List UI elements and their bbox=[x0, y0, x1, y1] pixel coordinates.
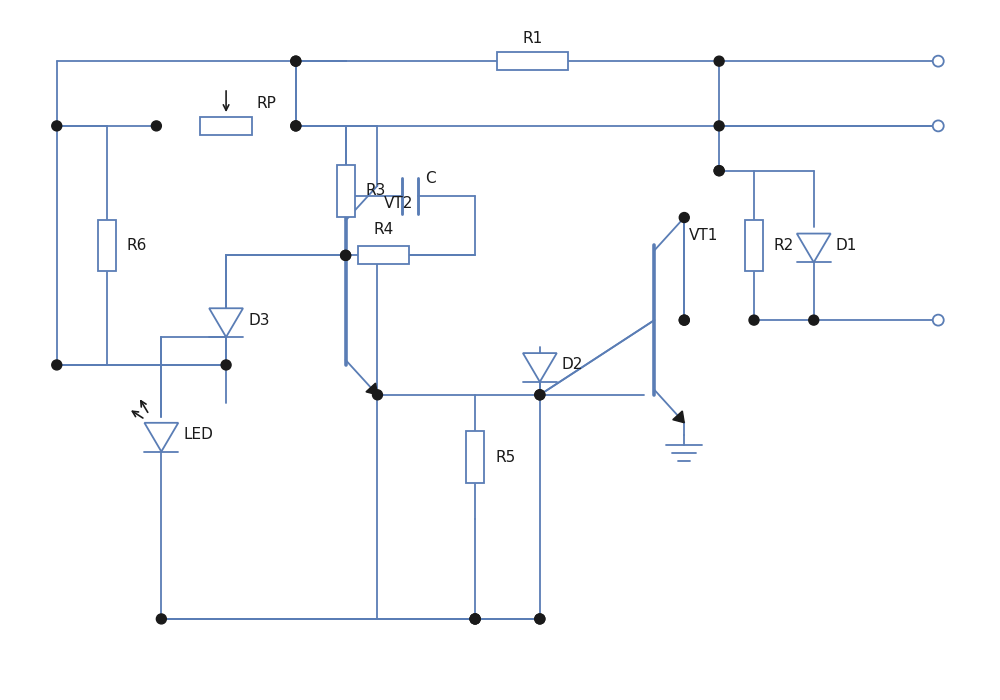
Polygon shape bbox=[523, 353, 557, 382]
Text: R5: R5 bbox=[495, 449, 515, 465]
Text: R3: R3 bbox=[366, 183, 386, 198]
Circle shape bbox=[156, 614, 166, 624]
Text: R1: R1 bbox=[522, 32, 542, 46]
Circle shape bbox=[470, 614, 480, 624]
Circle shape bbox=[151, 121, 161, 131]
Text: R6: R6 bbox=[126, 238, 147, 253]
Polygon shape bbox=[797, 234, 831, 262]
Polygon shape bbox=[209, 308, 243, 337]
Bar bbox=[200, 117, 252, 135]
Circle shape bbox=[933, 120, 944, 132]
Text: D2: D2 bbox=[562, 358, 583, 372]
Circle shape bbox=[679, 315, 689, 325]
Text: RP: RP bbox=[257, 97, 277, 111]
Polygon shape bbox=[144, 423, 178, 452]
Circle shape bbox=[470, 614, 480, 624]
Bar bbox=[466, 431, 484, 483]
Circle shape bbox=[679, 315, 689, 325]
Bar bbox=[337, 164, 355, 216]
Circle shape bbox=[373, 390, 382, 400]
Text: D1: D1 bbox=[836, 238, 857, 253]
Circle shape bbox=[809, 315, 819, 325]
Circle shape bbox=[52, 360, 62, 370]
Circle shape bbox=[291, 121, 301, 131]
Circle shape bbox=[714, 121, 724, 131]
Circle shape bbox=[341, 251, 351, 260]
Text: VT2: VT2 bbox=[383, 196, 413, 211]
Bar bbox=[358, 246, 409, 265]
Circle shape bbox=[714, 166, 724, 176]
Text: R4: R4 bbox=[373, 223, 394, 237]
Circle shape bbox=[749, 315, 759, 325]
Circle shape bbox=[535, 390, 545, 400]
Circle shape bbox=[470, 614, 480, 624]
Polygon shape bbox=[673, 411, 684, 423]
Circle shape bbox=[291, 56, 301, 66]
Circle shape bbox=[291, 56, 301, 66]
Circle shape bbox=[933, 314, 944, 326]
Bar bbox=[497, 52, 568, 70]
Circle shape bbox=[52, 121, 62, 131]
Text: VT1: VT1 bbox=[689, 228, 719, 243]
Bar bbox=[745, 220, 763, 272]
Circle shape bbox=[714, 56, 724, 66]
Circle shape bbox=[933, 56, 944, 66]
Circle shape bbox=[714, 166, 724, 176]
Bar bbox=[98, 220, 116, 272]
Text: D3: D3 bbox=[248, 313, 270, 328]
Circle shape bbox=[679, 213, 689, 223]
Circle shape bbox=[221, 360, 231, 370]
Polygon shape bbox=[366, 383, 377, 395]
Text: LED: LED bbox=[183, 427, 213, 442]
Circle shape bbox=[535, 614, 545, 624]
Circle shape bbox=[291, 121, 301, 131]
Circle shape bbox=[535, 390, 545, 400]
Text: R2: R2 bbox=[774, 238, 794, 253]
Circle shape bbox=[535, 614, 545, 624]
Circle shape bbox=[341, 251, 351, 260]
Text: C: C bbox=[425, 171, 436, 186]
